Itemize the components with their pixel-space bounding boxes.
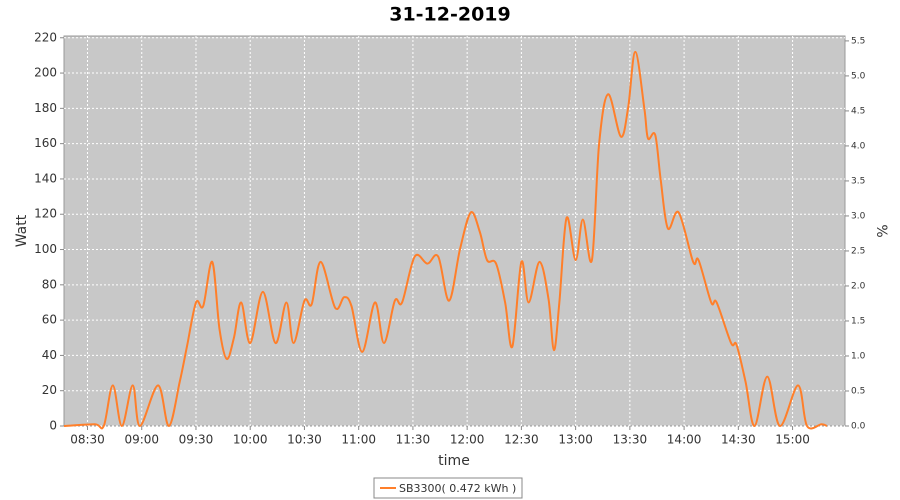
y2-tick-label: 5.0 bbox=[851, 71, 866, 81]
x-tick-label: 11:00 bbox=[341, 433, 376, 447]
y-tick-label: 120 bbox=[34, 207, 57, 221]
plot-area bbox=[63, 35, 846, 427]
y-tick-label: 0 bbox=[49, 419, 57, 433]
y-tick-label: 100 bbox=[34, 242, 57, 256]
x-tick-label: 14:00 bbox=[667, 433, 702, 447]
x-tick-label: 11:30 bbox=[396, 433, 431, 447]
y-axis-title: Watt bbox=[14, 214, 30, 247]
y-tick-label: 140 bbox=[34, 171, 57, 185]
y2-tick-label: 0.5 bbox=[851, 386, 865, 396]
y2-tick-label: 2.0 bbox=[851, 281, 866, 291]
x-tick-label: 13:30 bbox=[613, 433, 648, 447]
series-line bbox=[63, 50, 828, 430]
legend-box bbox=[373, 477, 523, 499]
y-tick-label: 40 bbox=[42, 348, 57, 362]
x-tick-label: 09:00 bbox=[124, 433, 159, 447]
x-tick-label: 10:30 bbox=[287, 433, 322, 447]
x-axis-title: time bbox=[438, 453, 470, 469]
legend-label: SB3300( 0.472 kWh ) bbox=[399, 482, 516, 495]
y2-tick-label: 5.5 bbox=[851, 36, 865, 46]
y-tick-label: 60 bbox=[42, 313, 57, 327]
y2-tick-label: 2.5 bbox=[851, 246, 865, 256]
y-tick-label: 180 bbox=[34, 101, 57, 115]
x-tick-label: 09:30 bbox=[179, 433, 214, 447]
y2-tick-label: 1.0 bbox=[851, 351, 866, 361]
y-tick-label: 200 bbox=[34, 66, 57, 80]
x-tick-label: 12:30 bbox=[504, 433, 539, 447]
x-tick-label: 13:00 bbox=[558, 433, 593, 447]
x-tick-label: 08:30 bbox=[70, 433, 105, 447]
x-tick-label: 12:00 bbox=[450, 433, 485, 447]
y2-tick-label: 0.0 bbox=[851, 422, 866, 432]
x-tick-label: 15:00 bbox=[775, 433, 810, 447]
y-tick-label: 20 bbox=[42, 383, 57, 397]
y2-tick-label: 3.5 bbox=[851, 176, 865, 186]
chart-title: 31-12-2019 bbox=[389, 4, 511, 26]
y2-tick-label: 1.5 bbox=[851, 316, 865, 326]
y2-axis-title: % bbox=[873, 224, 889, 237]
x-tick-label: 14:30 bbox=[721, 433, 756, 447]
y2-tick-label: 4.0 bbox=[851, 141, 866, 151]
x-tick-label: 10:00 bbox=[233, 433, 268, 447]
y2-tick-label: 3.0 bbox=[851, 211, 866, 221]
y-tick-label: 220 bbox=[34, 30, 57, 44]
y2-tick-label: 4.5 bbox=[851, 106, 865, 116]
y-tick-label: 160 bbox=[34, 136, 57, 150]
y-tick-label: 80 bbox=[42, 277, 57, 291]
